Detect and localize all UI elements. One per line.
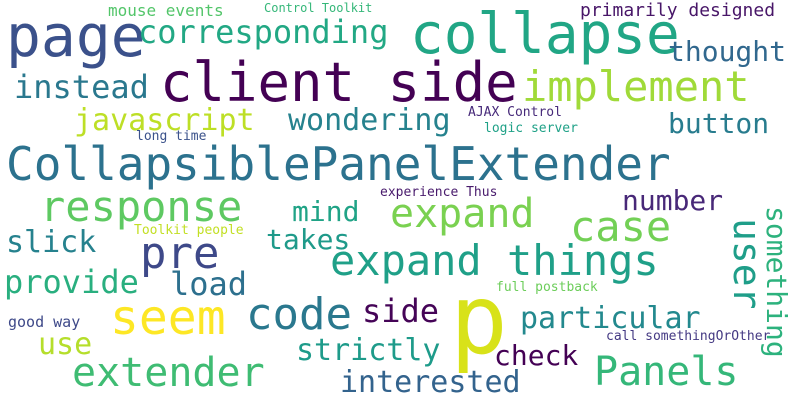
- word-particular: particular: [520, 301, 701, 336]
- word-user: user: [725, 218, 769, 310]
- word-wondering: wondering: [288, 103, 451, 138]
- word-client-side: client side: [160, 51, 518, 114]
- word-side: side: [362, 292, 440, 330]
- word-implement: implement: [522, 62, 750, 111]
- word-extender: extender: [72, 350, 265, 396]
- word-full-postback: full postback: [496, 280, 598, 295]
- word-instead: instead: [14, 68, 149, 106]
- word-strictly: strictly: [296, 333, 441, 368]
- word-button: button: [668, 107, 770, 140]
- word-something: something: [760, 206, 793, 358]
- word-takes: takes: [266, 223, 351, 256]
- word-collapse: collapse: [410, 2, 680, 67]
- word-primarily-designed: primarily designed: [580, 0, 776, 21]
- word-response: response: [40, 182, 243, 231]
- word-case: case: [570, 202, 672, 251]
- word-provide: provide: [4, 263, 139, 301]
- word-thought: thought: [668, 35, 787, 68]
- word-page: page: [6, 2, 146, 70]
- word-expand-things: expand things: [330, 236, 659, 285]
- word-good-way: good way: [8, 313, 81, 331]
- word-interested: interested: [340, 365, 521, 400]
- word-use: use: [38, 327, 93, 362]
- word-load: load: [170, 265, 248, 303]
- word-panels: Panels: [594, 349, 739, 395]
- word-javascript: javascript: [74, 103, 255, 138]
- word-mouse-events: mouse events: [108, 1, 224, 20]
- word-experience-thus: experience Thus: [380, 185, 498, 200]
- word-logic-server: logic server: [484, 121, 578, 136]
- word-call-somethingorother: call somethingOrOther: [606, 329, 771, 344]
- word-p: p: [450, 264, 508, 376]
- word-slick: slick: [6, 225, 97, 260]
- word-check: check: [494, 339, 579, 372]
- word-code: code: [246, 289, 352, 340]
- word-corresponding: corresponding: [138, 13, 389, 51]
- word-seem: seem: [110, 290, 226, 346]
- word-pre: pre: [140, 228, 220, 279]
- word-expand: expand: [390, 191, 535, 237]
- word-mind: mind: [292, 195, 360, 228]
- word-toolkit-people: Toolkit people: [134, 223, 244, 238]
- word-ajax-control: AJAX Control: [468, 105, 562, 120]
- word-collapsiblepanelextender: CollapsiblePanelExtender: [6, 137, 671, 191]
- word-number: number: [622, 184, 724, 217]
- word-control-toolkit: Control Toolkit: [264, 1, 373, 15]
- word-long-time: long time: [136, 129, 207, 144]
